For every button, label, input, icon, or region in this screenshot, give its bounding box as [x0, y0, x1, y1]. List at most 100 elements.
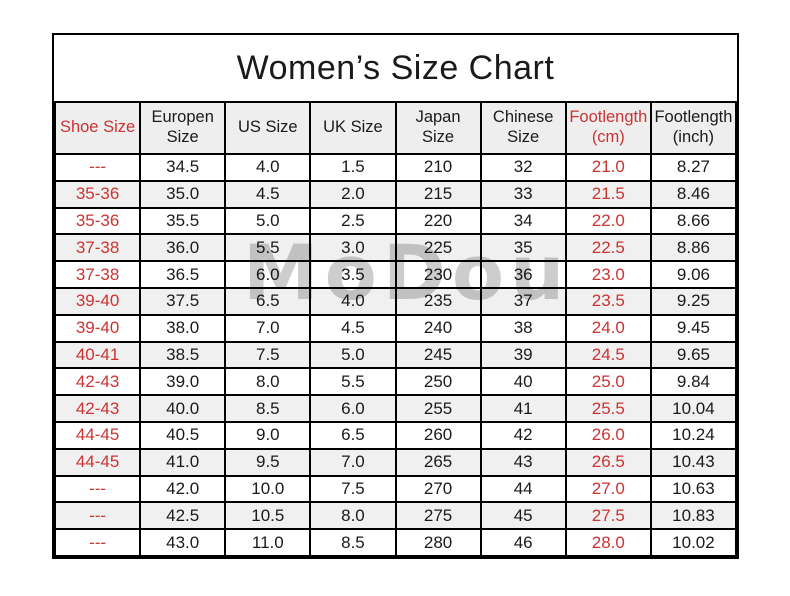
table-cell: 42-43	[53, 394, 142, 423]
table-cell: 25.5	[564, 394, 652, 423]
table-cell: 41	[479, 394, 567, 423]
table-cell: 46	[479, 528, 567, 557]
table-cell: 42.5	[139, 501, 227, 531]
table-cell: 6.5	[309, 420, 397, 450]
table-cell: 39	[479, 340, 567, 370]
table-cell: 275	[394, 501, 482, 531]
table-cell: 10.63	[649, 474, 738, 504]
table-cell: 9.25	[649, 286, 738, 316]
table-row: --- 42.0 10.0 7.5 270 44 27.0 10.63	[53, 474, 738, 504]
table-cell: 265	[394, 447, 482, 477]
table-cell: 27.5	[564, 501, 652, 531]
table-cell: 40	[479, 367, 567, 397]
table-row: 44-45 40.5 9.0 6.5 260 42 26.0 10.24	[53, 420, 738, 450]
chart-title: Women’s Size Chart	[54, 35, 737, 101]
table-cell: 35	[479, 233, 567, 263]
table-cell: 32	[479, 153, 567, 182]
size-chart-table-frame: Women’s Size Chart Shoe Size Europen Size…	[52, 33, 739, 559]
table-cell: 9.45	[649, 313, 738, 343]
table-cell: 8.5	[309, 528, 397, 557]
table-cell: 8.86	[649, 233, 738, 263]
header-cell: Footlength (inch)	[649, 101, 738, 155]
table-cell: 10.02	[649, 528, 738, 557]
table-cell: 2.5	[309, 206, 397, 236]
table-cell: 3.5	[309, 260, 397, 289]
header-cell: US Size	[224, 101, 312, 155]
table-cell: 21.0	[564, 153, 652, 182]
table-cell: 1.5	[309, 153, 397, 182]
table-cell: 23.5	[564, 286, 652, 316]
table-cell: 7.5	[224, 340, 312, 370]
table-cell: 6.0	[309, 394, 397, 423]
table-cell: 9.65	[649, 340, 738, 370]
table-cell: 38.5	[139, 340, 227, 370]
table-cell: 43	[479, 447, 567, 477]
table-cell: ---	[53, 474, 142, 504]
table-row: 39-40 37.5 6.5 4.0 235 37 23.5 9.25	[53, 286, 738, 316]
table-cell: 34.5	[139, 153, 227, 182]
table-row: 39-40 38.0 7.0 4.5 240 38 24.0 9.45	[53, 313, 738, 343]
table-cell: 5.5	[224, 233, 312, 263]
header-cell: Shoe Size	[53, 101, 142, 155]
table-cell: 6.5	[224, 286, 312, 316]
table-cell: 4.5	[224, 179, 312, 209]
table-cell: 34	[479, 206, 567, 236]
table-cell: 8.27	[649, 153, 738, 182]
table-row: 35-36 35.0 4.5 2.0 215 33 21.5 8.46	[53, 179, 738, 209]
table-cell: 11.0	[224, 528, 312, 557]
table-cell: 35.5	[139, 206, 227, 236]
table-cell: 250	[394, 367, 482, 397]
table-cell: 10.43	[649, 447, 738, 477]
table-row: 42-43 40.0 8.5 6.0 255 41 25.5 10.04	[53, 394, 738, 423]
header-cell: Footlength (cm)	[564, 101, 652, 155]
table-cell: 37-38	[53, 260, 142, 289]
header-cell: Europen Size	[139, 101, 227, 155]
table-cell: 37-38	[53, 233, 142, 263]
table-cell: 40.5	[139, 420, 227, 450]
table-cell: 36.5	[139, 260, 227, 289]
table-cell: 39-40	[53, 286, 142, 316]
table-row: 42-43 39.0 8.0 5.5 250 40 25.0 9.84	[53, 367, 738, 397]
table-cell: 7.0	[309, 447, 397, 477]
table-cell: 24.0	[564, 313, 652, 343]
table-row: 37-38 36.5 6.0 3.5 230 36 23.0 9.06	[53, 260, 738, 289]
table-cell: 41.0	[139, 447, 227, 477]
table-cell: 39-40	[53, 313, 142, 343]
table-cell: 36	[479, 260, 567, 289]
table-cell: 6.0	[224, 260, 312, 289]
table-cell: 5.0	[224, 206, 312, 236]
table-row: 44-45 41.0 9.5 7.0 265 43 26.5 10.43	[53, 447, 738, 477]
header-cell: Japan Size	[394, 101, 482, 155]
table-cell: 35-36	[53, 206, 142, 236]
table-cell: 10.0	[224, 474, 312, 504]
table-cell: 44	[479, 474, 567, 504]
table-cell: 8.0	[224, 367, 312, 397]
table-cell: 36.0	[139, 233, 227, 263]
table-cell: 25.0	[564, 367, 652, 397]
table-cell: 245	[394, 340, 482, 370]
table-cell: 35-36	[53, 179, 142, 209]
table-cell: 23.0	[564, 260, 652, 289]
table-cell: 22.5	[564, 233, 652, 263]
table-cell: 4.5	[309, 313, 397, 343]
table-cell: 7.0	[224, 313, 312, 343]
table-cell: 22.0	[564, 206, 652, 236]
table-cell: 210	[394, 153, 482, 182]
table-cell: 27.0	[564, 474, 652, 504]
table-cell: 45	[479, 501, 567, 531]
table-cell: 38	[479, 313, 567, 343]
table-row: --- 42.5 10.5 8.0 275 45 27.5 10.83	[53, 501, 738, 531]
table-cell: 280	[394, 528, 482, 557]
table-cell: 43.0	[139, 528, 227, 557]
table-cell: 21.5	[564, 179, 652, 209]
table-cell: 2.0	[309, 179, 397, 209]
table-cell: 37	[479, 286, 567, 316]
table-cell: 3.0	[309, 233, 397, 263]
table-row: 40-41 38.5 7.5 5.0 245 39 24.5 9.65	[53, 340, 738, 370]
table-cell: 9.0	[224, 420, 312, 450]
table-cell: 26.5	[564, 447, 652, 477]
table-row: 35-36 35.5 5.0 2.5 220 34 22.0 8.66	[53, 206, 738, 236]
header-row: Shoe Size Europen Size US Size UK Size Japan…	[53, 101, 738, 155]
table-cell: 42.0	[139, 474, 227, 504]
table-cell: 26.0	[564, 420, 652, 450]
